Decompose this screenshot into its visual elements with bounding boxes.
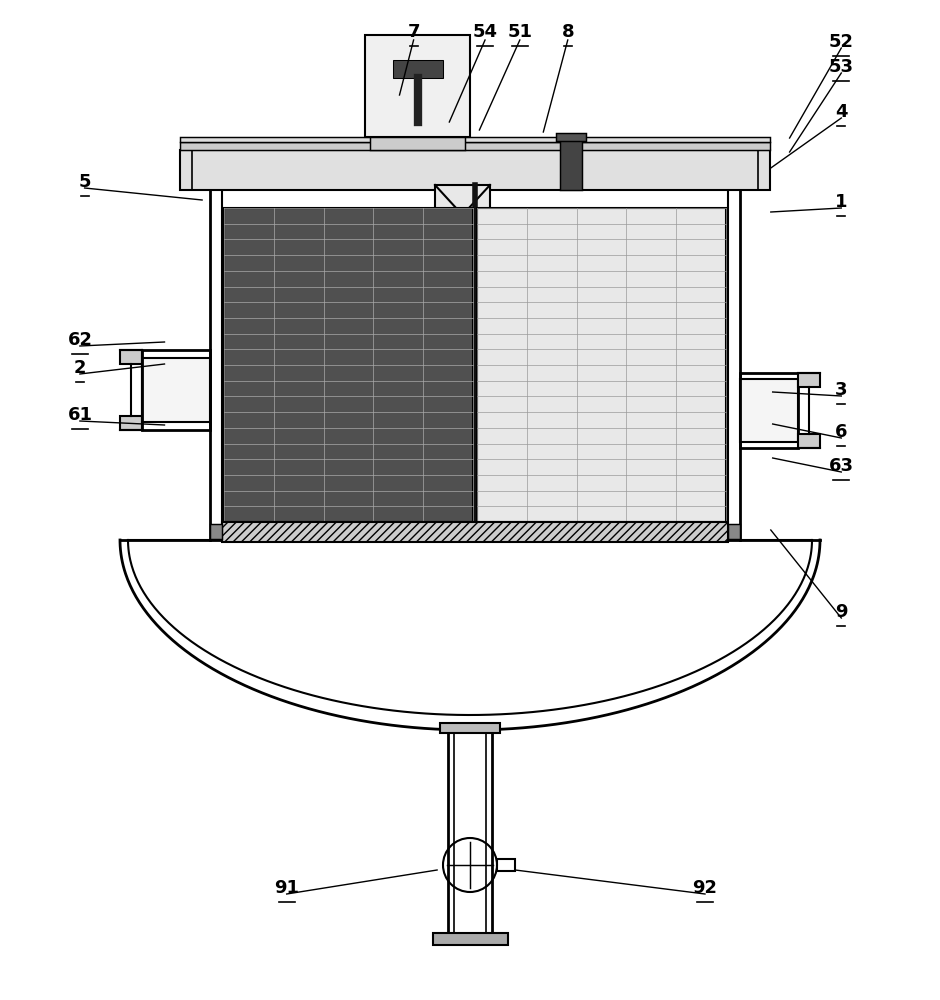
- Text: 51: 51: [508, 23, 532, 41]
- Bar: [210, 524, 222, 539]
- Text: 9: 9: [835, 603, 848, 621]
- Text: 4: 4: [835, 103, 848, 121]
- Text: 5: 5: [78, 173, 91, 191]
- Text: 92: 92: [693, 879, 717, 897]
- Text: 3: 3: [835, 381, 848, 399]
- Text: 1: 1: [835, 193, 848, 211]
- Text: 8: 8: [561, 23, 574, 41]
- Bar: [180, 142, 770, 150]
- Bar: [142, 350, 210, 430]
- Bar: [393, 60, 443, 78]
- Bar: [497, 859, 515, 871]
- Text: 52: 52: [829, 33, 854, 51]
- Bar: [728, 524, 740, 539]
- Bar: [798, 434, 820, 448]
- Text: 62: 62: [68, 331, 92, 349]
- Text: 54: 54: [473, 23, 497, 41]
- Text: 6: 6: [835, 423, 848, 441]
- Bar: [180, 137, 770, 142]
- Bar: [120, 416, 142, 430]
- Bar: [142, 358, 210, 422]
- Bar: [224, 208, 473, 522]
- Bar: [365, 35, 470, 137]
- Bar: [740, 372, 798, 448]
- Bar: [370, 137, 465, 150]
- Bar: [556, 133, 586, 141]
- Bar: [222, 522, 728, 542]
- Text: 53: 53: [829, 58, 854, 76]
- Text: 61: 61: [68, 406, 92, 424]
- Bar: [740, 378, 798, 442]
- Bar: [435, 185, 490, 245]
- Bar: [477, 208, 726, 522]
- Text: 7: 7: [407, 23, 420, 41]
- Bar: [440, 723, 500, 733]
- Text: 63: 63: [829, 457, 854, 475]
- Bar: [798, 372, 820, 386]
- Bar: [560, 137, 582, 190]
- Bar: [432, 933, 508, 945]
- Bar: [180, 150, 770, 190]
- Text: 91: 91: [274, 879, 299, 897]
- Bar: [120, 350, 142, 364]
- Text: 2: 2: [73, 359, 86, 377]
